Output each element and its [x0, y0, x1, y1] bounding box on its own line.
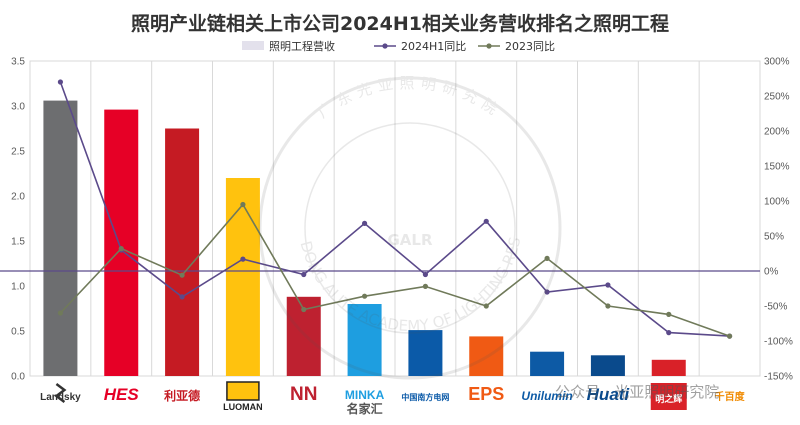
watermark-center: GALR: [387, 231, 432, 249]
bar: [347, 304, 382, 376]
bar: [408, 330, 443, 376]
series-line: [59, 81, 730, 337]
chart-title: 照明产业链相关上市公司2024H1相关业务营收排名之照明工程: [131, 12, 669, 35]
left-tick-label: 2.5: [11, 147, 25, 158]
series-point: [544, 289, 550, 295]
series-point: [422, 283, 429, 289]
right-tick-label: 250%: [764, 92, 790, 103]
right-tick-label: 100%: [764, 197, 790, 208]
left-tick-label: 1.0: [11, 282, 25, 293]
right-tick-label: 300%: [764, 57, 790, 68]
legend-label: 2024H1同比: [401, 40, 466, 53]
logo-box: [226, 381, 260, 401]
logo-text: NN: [290, 384, 317, 405]
logo-text: Landsky: [40, 392, 81, 403]
series-point: [240, 256, 246, 262]
right-tick-label: -150%: [764, 372, 793, 383]
logo-mark: [54, 383, 67, 403]
plot-area: 0.0 0.5 1.0 1.5 2.0 2.5 3.0 3.5 -150% -100% -50% 0%…: [0, 57, 793, 383]
series-point: [605, 282, 611, 288]
logo-text: EPS: [468, 384, 504, 404]
logo-text: HES: [104, 385, 140, 404]
logo-text: Huati: [587, 385, 631, 404]
logo-text: LUOMAN: [223, 402, 263, 412]
watermark-ring: [258, 76, 562, 380]
bar: [104, 109, 139, 376]
series-point: [605, 303, 611, 309]
series-point: [179, 272, 185, 278]
series-point: [666, 330, 672, 336]
series-point: [57, 79, 64, 85]
right-tick-label: -100%: [764, 337, 793, 348]
series-point: [361, 293, 368, 299]
legend-marker: [486, 43, 492, 49]
left-tick-label: 0.5: [11, 327, 25, 338]
series-line: [59, 203, 730, 337]
legend: 照明工程营收 2024H1同比 2023同比: [242, 39, 555, 53]
series-point: [666, 311, 672, 317]
bar: [469, 336, 504, 376]
series-point: [361, 220, 368, 226]
series-point: [422, 271, 429, 278]
series-point: [726, 333, 733, 339]
bar: [43, 100, 78, 376]
legend-label: 照明工程营收: [269, 39, 335, 53]
right-tick-label: 0%: [764, 267, 779, 278]
bar: [165, 128, 200, 376]
legend-swatch: [242, 41, 264, 50]
logo-text: 名家汇: [347, 401, 383, 416]
bar: [225, 178, 260, 376]
logo-text: 中国南方电网: [401, 392, 449, 402]
logo-text: 利亚德: [164, 388, 200, 403]
logo-text: 千百度: [715, 390, 746, 403]
legend-label: 2023同比: [505, 40, 555, 53]
left-tick-label: 1.5: [11, 237, 25, 248]
watermark-arc-text: 广东光亚照明研究院: [314, 74, 505, 122]
bar: [651, 359, 686, 376]
watermark: 广东光亚照明研究院 GUANGDONG ALITE ACADEMY OF LIG…: [0, 0, 562, 380]
series-point: [179, 294, 185, 300]
right-tick-label: 50%: [764, 232, 784, 243]
series-point: [483, 218, 489, 224]
series-point: [301, 271, 307, 278]
left-tick-label: 2.0: [11, 192, 25, 203]
left-tick-label: 3.0: [11, 102, 25, 113]
legend-marker: [382, 43, 388, 49]
watermark-bottom: 公众号 · 光亚照明研究院: [555, 383, 719, 401]
right-tick-label: 150%: [764, 162, 790, 173]
logo-text: 明之辉: [655, 393, 682, 404]
logo-text: Unilumin: [521, 389, 572, 403]
series-point: [544, 255, 550, 261]
series-point: [483, 303, 489, 309]
bar: [530, 351, 565, 376]
series-point: [57, 310, 64, 316]
series-point: [301, 306, 307, 313]
logo-box: [650, 383, 687, 410]
right-tick-label: -50%: [764, 302, 787, 313]
right-tick-label: 200%: [764, 127, 790, 138]
bar: [590, 355, 625, 376]
logo-text: MINKA: [345, 388, 385, 402]
left-tick-label: 3.5: [11, 57, 25, 68]
series-point: [118, 246, 124, 252]
company-logos: Landsky HES 利亚德 LUOMAN NN 中国南方电网 EPS Unilumin Hu…: [40, 381, 746, 416]
left-tick-label: 0.0: [11, 372, 25, 383]
series-point: [240, 201, 246, 208]
watermark-inner-ring: [304, 122, 516, 334]
